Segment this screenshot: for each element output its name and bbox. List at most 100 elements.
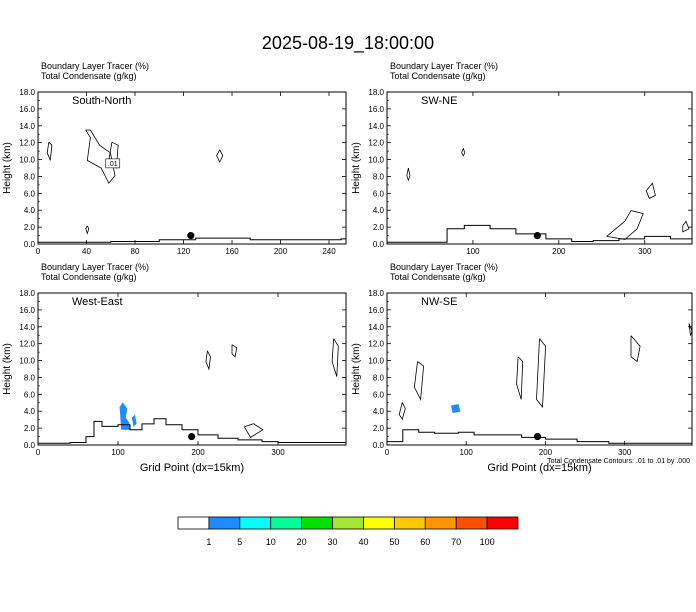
y-tick-label: 0.0 — [373, 441, 385, 450]
colorbar-box — [239, 516, 272, 530]
y-tick-label: 14.0 — [19, 323, 35, 332]
y-tick-label: 2.0 — [24, 424, 36, 433]
plot-frame — [37, 91, 347, 245]
colorbar-box — [486, 516, 519, 530]
x-tick-label: 300 — [271, 448, 285, 457]
cross-section-name: South-North — [72, 95, 131, 107]
x-tick-label: 80 — [131, 247, 140, 256]
contour-label-box — [105, 158, 121, 169]
x-tick-label: 100 — [111, 448, 125, 457]
panel-header-line2: Total Condensate (g/kg) — [390, 272, 486, 282]
colorbar-label: 60 — [420, 537, 430, 547]
contour-label: .01 — [108, 161, 118, 168]
x-tick-label: 200 — [274, 247, 288, 256]
x-tick-label: 120 — [177, 247, 191, 256]
colorbar-box — [301, 516, 333, 530]
x-tick-label: 200 — [539, 448, 553, 457]
y-tick-label: 14.0 — [19, 122, 35, 131]
panel-header-line1: Boundary Layer Tracer (%) — [41, 262, 149, 272]
x-axis-label: Grid Point (dx=15km) — [487, 462, 591, 474]
condensate-contour — [331, 338, 339, 377]
panel-sw-ne: Boundary Layer Tracer (%)Total Condensat… — [351, 61, 693, 256]
panel-header-line2: Total Condensate (g/kg) — [41, 71, 137, 81]
panel-nw-se: Boundary Layer Tracer (%)Total Condensat… — [351, 262, 693, 474]
x-tick-label: 240 — [322, 247, 336, 256]
colorbar-label: 20 — [297, 537, 307, 547]
y-tick-label: 4.0 — [24, 407, 36, 416]
condensate-contour — [85, 225, 90, 235]
y-axis-label: Height (km) — [351, 142, 362, 194]
y-axis-label: Height (km) — [2, 343, 13, 395]
plot-frame — [386, 91, 693, 245]
y-tick-label: 8.0 — [373, 373, 385, 382]
colorbar-box — [177, 516, 210, 530]
terrain-line — [38, 237, 346, 243]
panel-south-north: Boundary Layer Tracer (%)Total Condensat… — [2, 61, 347, 256]
condensate-contour — [606, 210, 644, 240]
y-axis-label: Height (km) — [351, 343, 362, 395]
x-axis-label: Grid Point (dx=15km) — [140, 462, 244, 474]
panel-header-line1: Boundary Layer Tracer (%) — [41, 61, 149, 71]
y-tick-label: 16.0 — [368, 105, 384, 114]
y-tick-label: 0.0 — [24, 441, 36, 450]
y-tick-label: 18.0 — [19, 289, 35, 298]
y-tick-label: 18.0 — [368, 289, 384, 298]
colorbar-label: 100 — [480, 537, 495, 547]
y-tick-label: 12.0 — [368, 139, 384, 148]
colorbar-label: 40 — [358, 537, 368, 547]
condensate-contour — [244, 423, 264, 438]
y-tick-label: 6.0 — [24, 390, 36, 399]
y-tick-label: 6.0 — [373, 189, 385, 198]
location-marker — [187, 231, 195, 240]
figure-title: 2025-08-19_18:00:00 — [262, 33, 434, 54]
condensate-contour — [645, 182, 656, 199]
y-tick-label: 4.0 — [24, 206, 36, 215]
colorbar-label: 5 — [237, 537, 242, 547]
condensate-contour — [406, 167, 411, 182]
y-tick-label: 0.0 — [373, 240, 385, 249]
y-tick-label: 4.0 — [373, 407, 385, 416]
x-tick-label: 0 — [36, 247, 41, 256]
condensate-contour — [231, 344, 238, 358]
y-tick-label: 4.0 — [373, 206, 385, 215]
condensate-contour — [461, 148, 466, 157]
cross-section-name: NW-SE — [421, 296, 457, 308]
tracer-shading — [119, 402, 131, 430]
colorbar-label: 10 — [266, 537, 276, 547]
x-tick-label: 0 — [36, 448, 41, 457]
y-tick-label: 16.0 — [19, 105, 35, 114]
condensate-contour — [205, 350, 211, 371]
panel-header-line2: Total Condensate (g/kg) — [390, 71, 486, 81]
condensate-contour — [536, 338, 547, 409]
colorbar-box — [332, 516, 364, 530]
y-tick-label: 0.0 — [24, 240, 36, 249]
plot-frame — [386, 292, 693, 446]
condensate-contour — [398, 402, 406, 421]
location-marker — [188, 432, 196, 441]
panels: Boundary Layer Tracer (%)Total Condensat… — [2, 61, 693, 474]
cross-section-name: SW-NE — [421, 95, 457, 107]
condensate-contour — [216, 149, 224, 163]
y-tick-label: 6.0 — [24, 189, 36, 198]
x-tick-label: 200 — [191, 448, 205, 457]
x-tick-label: 300 — [638, 247, 652, 256]
y-tick-label: 6.0 — [373, 390, 385, 399]
plot-frame — [37, 292, 347, 446]
colorbar-label: 30 — [328, 537, 338, 547]
tracer-shading — [451, 404, 461, 414]
cross-section-name: West-East — [72, 296, 123, 308]
y-tick-label: 10.0 — [19, 357, 35, 366]
condensate-contour — [516, 356, 524, 400]
colorbar-box — [455, 516, 488, 530]
y-tick-label: 12.0 — [19, 139, 35, 148]
y-tick-label: 8.0 — [24, 373, 36, 382]
panel-west-east: Boundary Layer Tracer (%)Total Condensat… — [2, 262, 347, 474]
colorbar-box — [363, 516, 395, 530]
y-tick-label: 10.0 — [19, 156, 35, 165]
panel-header-line2: Total Condensate (g/kg) — [41, 272, 137, 282]
y-axis-label: Height (km) — [2, 142, 13, 194]
condensate-contour — [630, 335, 641, 363]
location-marker — [533, 432, 542, 441]
colorbar-box — [393, 516, 426, 530]
